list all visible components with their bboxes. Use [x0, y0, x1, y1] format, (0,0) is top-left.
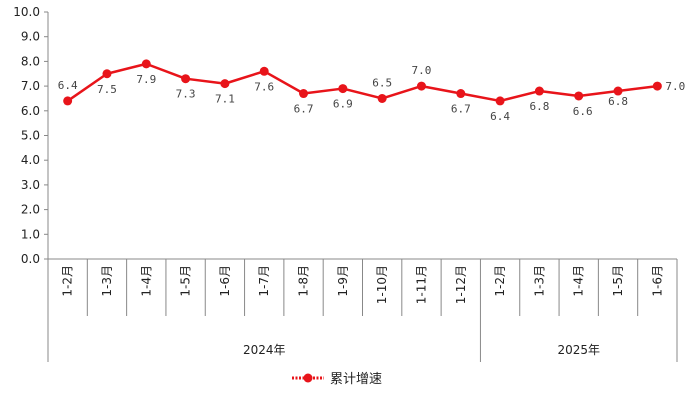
- y-tick-label: 3.0: [21, 178, 40, 192]
- data-point: [652, 81, 662, 91]
- data-label: 7.0: [412, 64, 432, 77]
- data-label: 7.0: [665, 80, 685, 93]
- legend-label: 累计增速: [330, 372, 382, 387]
- data-point: [259, 66, 269, 76]
- data-label: 6.6: [573, 105, 593, 118]
- x-tick-label: 1-2月: [493, 265, 507, 297]
- data-label: 7.1: [215, 93, 235, 106]
- data-point: [574, 91, 584, 101]
- y-tick-label: 4.0: [21, 153, 40, 167]
- x-axis-groups: 2024年 2025年: [243, 316, 678, 362]
- x-tick-label: 1-7月: [257, 265, 271, 297]
- x-tick-label: 1-8月: [297, 265, 311, 297]
- y-tick-label: 8.0: [21, 54, 40, 68]
- series-layer: 6.4 7.5 7.9 7.3 7.1 7.6 6.7 6.9 6.5 7.0 6.7 6.4 6.8 6…: [58, 59, 685, 123]
- data-point: [338, 84, 348, 94]
- y-tick-label: 6.0: [21, 104, 40, 118]
- x-tick-label: 1-2月: [61, 265, 75, 297]
- y-axis-ticks: 0.0 1.0 2.0 3.0 4.0 5.0 6.0 7.0 8.0 9.0 10.0: [13, 5, 48, 266]
- data-label: 7.9: [136, 73, 156, 86]
- group-label: 2025年: [557, 343, 600, 357]
- x-tick-label: 1-9月: [336, 265, 350, 297]
- data-label: 7.3: [176, 88, 196, 101]
- data-label: 6.4: [58, 79, 78, 92]
- x-tick-label: 1-3月: [532, 265, 546, 297]
- y-tick-label: 1.0: [21, 227, 40, 241]
- data-point: [63, 96, 73, 106]
- data-label: 6.8: [608, 95, 628, 108]
- x-tick-label: 1-11月: [414, 265, 428, 304]
- x-tick-label: 1-3月: [100, 265, 114, 297]
- x-tick-label: 1-12月: [454, 265, 468, 304]
- data-point: [141, 59, 151, 69]
- legend-marker: [303, 373, 313, 383]
- data-point: [299, 89, 309, 99]
- x-axis-ticks: 1-2月 1-3月 1-4月 1-5月 1-6月 1-7月 1-8月 1-9月 1-10月 1-1…: [47, 259, 678, 316]
- data-point: [377, 93, 387, 103]
- x-tick-label: 1-6月: [650, 265, 664, 297]
- data-point: [456, 89, 466, 99]
- x-tick-label: 1-6月: [218, 265, 232, 297]
- data-label: 7.5: [97, 83, 117, 96]
- y-tick-label: 9.0: [21, 30, 40, 44]
- x-tick-label: 1-4月: [139, 265, 153, 297]
- y-tick-label: 0.0: [21, 252, 40, 266]
- y-tick-label: 7.0: [21, 79, 40, 93]
- y-tick-label: 5.0: [21, 129, 40, 143]
- x-tick-label: 1-5月: [179, 265, 193, 297]
- data-point: [102, 69, 112, 79]
- y-tick-label: 10.0: [13, 5, 40, 19]
- data-point: [613, 86, 623, 96]
- data-label: 6.7: [451, 103, 471, 116]
- x-tick-label: 1-4月: [572, 265, 586, 297]
- legend: 累计增速: [292, 372, 382, 387]
- data-label: 7.6: [254, 80, 274, 93]
- data-point: [534, 86, 544, 96]
- data-label: 6.4: [490, 110, 510, 123]
- data-point: [416, 81, 426, 91]
- x-tick-label: 1-10月: [375, 265, 389, 304]
- data-point: [181, 74, 191, 84]
- data-point: [220, 79, 230, 89]
- data-point: [495, 96, 505, 106]
- data-label: 6.9: [333, 98, 353, 111]
- series-line: [66, 62, 658, 103]
- y-tick-label: 2.0: [21, 203, 40, 217]
- x-tick-label: 1-5月: [611, 265, 625, 297]
- data-label: 6.5: [372, 76, 392, 89]
- data-label: 6.7: [294, 103, 314, 116]
- group-label: 2024年: [243, 343, 286, 357]
- data-label: 6.8: [529, 100, 549, 113]
